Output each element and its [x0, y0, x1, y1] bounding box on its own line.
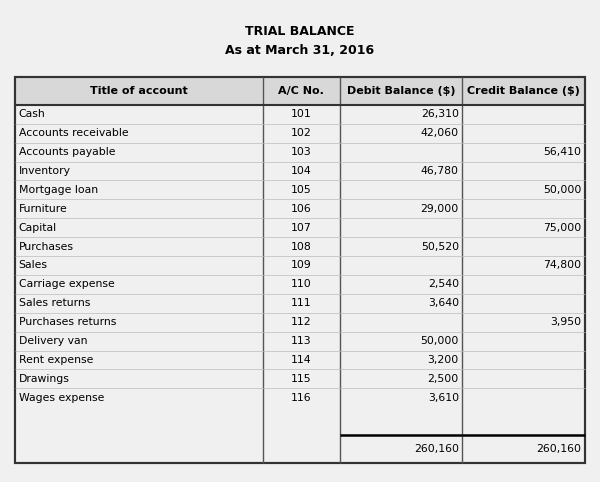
Text: Delivery van: Delivery van — [19, 336, 87, 346]
Text: 111: 111 — [291, 298, 312, 308]
Text: 74,800: 74,800 — [543, 260, 581, 270]
Text: Inventory: Inventory — [19, 166, 71, 176]
Text: 104: 104 — [291, 166, 312, 176]
Text: Rent expense: Rent expense — [19, 355, 93, 365]
Text: Furniture: Furniture — [19, 204, 67, 214]
Text: 26,310: 26,310 — [421, 109, 459, 120]
Text: 3,610: 3,610 — [428, 393, 459, 403]
Text: 113: 113 — [291, 336, 312, 346]
Text: 106: 106 — [291, 204, 312, 214]
Text: 46,780: 46,780 — [421, 166, 459, 176]
Text: 3,640: 3,640 — [428, 298, 459, 308]
Text: Accounts receivable: Accounts receivable — [19, 128, 128, 138]
Text: 3,950: 3,950 — [550, 317, 581, 327]
Text: Cash: Cash — [19, 109, 46, 120]
Text: A/C No.: A/C No. — [278, 86, 325, 96]
Text: Mortgage loan: Mortgage loan — [19, 185, 98, 195]
Text: 102: 102 — [291, 128, 312, 138]
Text: 3,200: 3,200 — [428, 355, 459, 365]
Text: 101: 101 — [291, 109, 312, 120]
Text: 260,160: 260,160 — [536, 444, 581, 454]
Bar — [15, 77, 585, 463]
Text: 108: 108 — [291, 241, 312, 252]
Text: Accounts payable: Accounts payable — [19, 147, 115, 157]
Text: Debit Balance ($): Debit Balance ($) — [347, 86, 455, 96]
Text: 50,000: 50,000 — [543, 185, 581, 195]
Text: 103: 103 — [291, 147, 312, 157]
Bar — [15, 77, 585, 463]
Text: TRIAL BALANCE: TRIAL BALANCE — [245, 25, 355, 38]
Text: Sales: Sales — [19, 260, 47, 270]
Text: 29,000: 29,000 — [421, 204, 459, 214]
Text: 116: 116 — [291, 393, 312, 403]
Text: 75,000: 75,000 — [543, 223, 581, 233]
Text: Purchases: Purchases — [19, 241, 74, 252]
Text: 107: 107 — [291, 223, 312, 233]
Text: Carriage expense: Carriage expense — [19, 280, 115, 289]
Text: 2,500: 2,500 — [428, 374, 459, 384]
Text: 105: 105 — [291, 185, 312, 195]
Text: 50,520: 50,520 — [421, 241, 459, 252]
Text: 2,540: 2,540 — [428, 280, 459, 289]
Text: 115: 115 — [291, 374, 312, 384]
Text: Wages expense: Wages expense — [19, 393, 104, 403]
Text: 112: 112 — [291, 317, 312, 327]
Text: 260,160: 260,160 — [414, 444, 459, 454]
Text: Drawings: Drawings — [19, 374, 70, 384]
Text: Capital: Capital — [19, 223, 57, 233]
Text: 50,000: 50,000 — [421, 336, 459, 346]
Bar — [15, 77, 585, 105]
Text: Purchases returns: Purchases returns — [19, 317, 116, 327]
Text: Credit Balance ($): Credit Balance ($) — [467, 86, 580, 96]
Text: Title of account: Title of account — [90, 86, 188, 96]
Text: Sales returns: Sales returns — [19, 298, 90, 308]
Text: As at March 31, 2016: As at March 31, 2016 — [226, 44, 374, 57]
Text: 110: 110 — [291, 280, 312, 289]
Text: 109: 109 — [291, 260, 312, 270]
Text: 114: 114 — [291, 355, 312, 365]
Text: 42,060: 42,060 — [421, 128, 459, 138]
Text: 56,410: 56,410 — [544, 147, 581, 157]
Bar — [15, 77, 585, 463]
